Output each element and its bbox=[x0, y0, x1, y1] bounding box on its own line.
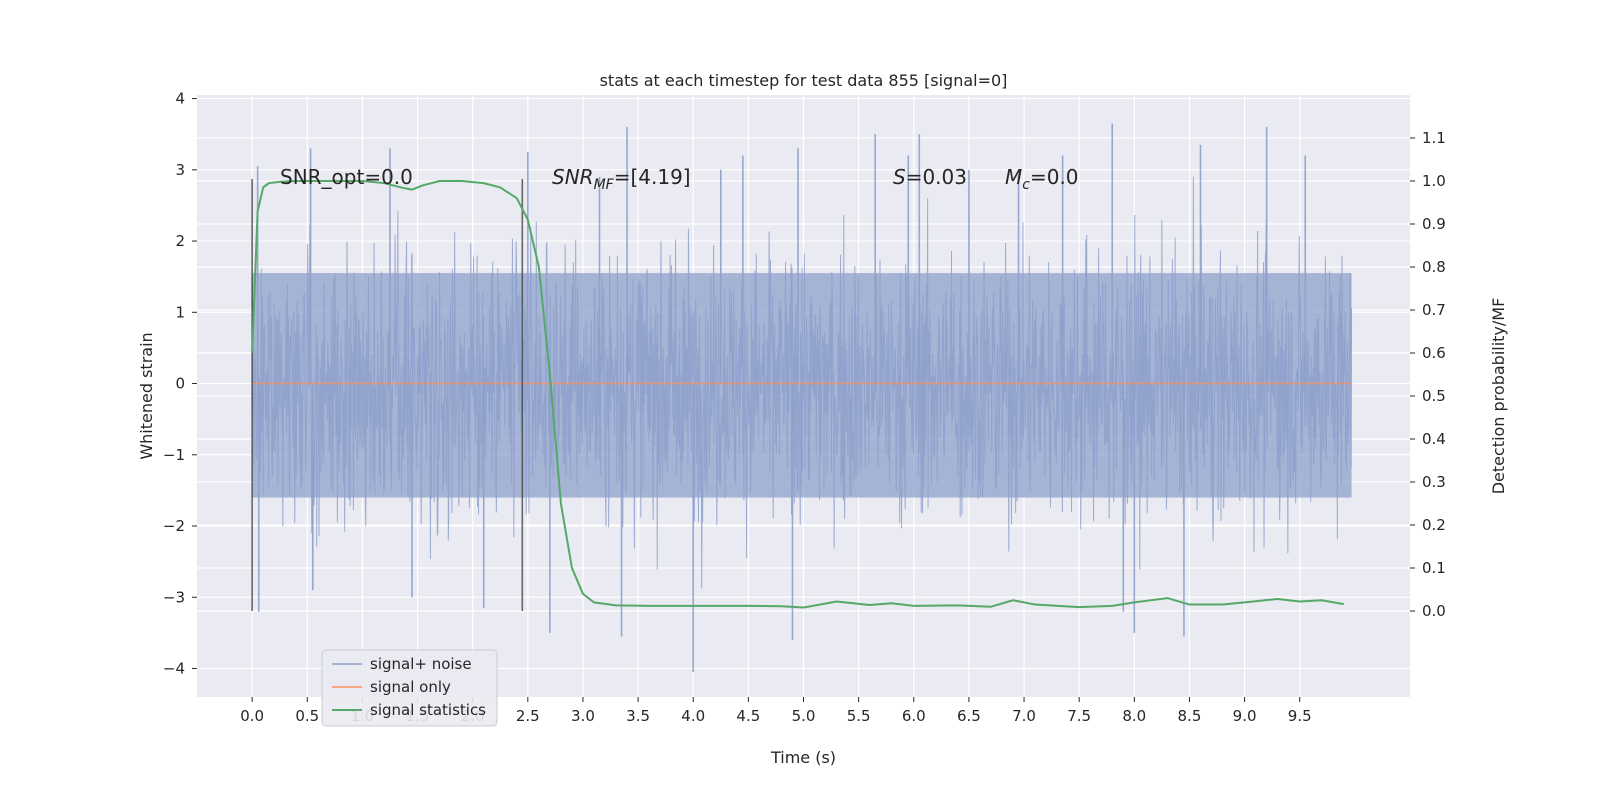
y-tick-label: 2 bbox=[175, 232, 185, 250]
x-tick-label: 4.0 bbox=[681, 707, 705, 725]
y2-tick-label: 0.9 bbox=[1422, 215, 1446, 233]
y2-tick-label: 0.8 bbox=[1422, 258, 1446, 276]
legend-label-signal-only: signal only bbox=[370, 678, 451, 696]
noise-core-band bbox=[252, 273, 1352, 498]
annotation-snr-opt: SNR_opt=0.0 bbox=[280, 165, 413, 189]
legend: signal+ noise signal only signal statist… bbox=[321, 649, 498, 727]
mc-base: M bbox=[1005, 165, 1022, 189]
y2-tick-label: 1.1 bbox=[1422, 129, 1446, 147]
y-tick-label: 3 bbox=[175, 161, 185, 179]
x-tick-label: 3.5 bbox=[626, 707, 650, 725]
y-axis-label: Whitened strain bbox=[137, 332, 156, 459]
y-tick-label: −4 bbox=[163, 660, 185, 678]
x-axis-label: Time (s) bbox=[770, 748, 836, 767]
x-tick-label: 8.5 bbox=[1178, 707, 1202, 725]
snr-mf-rest: =[4.19] bbox=[614, 165, 691, 189]
snr-mf-base: SNR bbox=[552, 165, 594, 189]
mc-sub: c bbox=[1022, 177, 1030, 193]
y2-tick-label: 0.6 bbox=[1422, 344, 1446, 362]
y-axis-right: 0.0 0.1 0.2 0.3 0.4 0.5 0.6 0.7 0.8 0.9 1.0 1.1 bbox=[1410, 129, 1446, 620]
s-base: S bbox=[893, 165, 906, 189]
chart-title: stats at each timestep for test data 855… bbox=[600, 71, 1008, 90]
y-tick-label: −1 bbox=[163, 446, 185, 464]
mc-rest: =0.0 bbox=[1030, 165, 1079, 189]
marker-lines bbox=[251, 179, 524, 611]
y2-tick-label: 0.3 bbox=[1422, 473, 1446, 491]
x-tick-label: 3.0 bbox=[571, 707, 595, 725]
y-tick-label: 4 bbox=[175, 90, 185, 108]
signal-statistics-series bbox=[251, 180, 1345, 609]
statistics-line bbox=[251, 180, 1345, 609]
y-axis-left: −4 −3 −2 −1 0 1 2 3 4 bbox=[163, 90, 197, 678]
y-tick-label: 0 bbox=[175, 375, 185, 393]
y2-tick-label: 0.1 bbox=[1422, 559, 1446, 577]
x-tick-label: 4.5 bbox=[736, 707, 760, 725]
y2-tick-label: 0.5 bbox=[1422, 387, 1446, 405]
signal-noise-series bbox=[251, 123, 1353, 673]
x-tick-label: 6.0 bbox=[902, 707, 926, 725]
x-tick-label: 7.0 bbox=[1012, 707, 1036, 725]
x-tick-label: 7.5 bbox=[1067, 707, 1091, 725]
x-tick-label: 5.5 bbox=[847, 707, 871, 725]
x-tick-label: 2.5 bbox=[516, 707, 540, 725]
y2-tick-label: 0.2 bbox=[1422, 516, 1446, 534]
x-tick-label: 9.5 bbox=[1288, 707, 1312, 725]
legend-box bbox=[321, 649, 498, 727]
y-tick-label: −3 bbox=[163, 588, 185, 606]
y2-tick-label: 0.4 bbox=[1422, 430, 1446, 448]
x-tick-label: 0.0 bbox=[240, 707, 264, 725]
legend-label-signal-statistics: signal statistics bbox=[370, 701, 486, 719]
x-tick-label: 6.5 bbox=[957, 707, 981, 725]
y2-tick-label: 0.0 bbox=[1422, 602, 1446, 620]
y-tick-label: 1 bbox=[175, 303, 185, 321]
x-tick-label: 8.0 bbox=[1122, 707, 1146, 725]
y2-tick-label: 1.0 bbox=[1422, 172, 1446, 190]
annotation-s: S=0.03 bbox=[893, 165, 967, 189]
y2-axis-label: Detection probability/MF bbox=[1489, 298, 1508, 495]
annotation-mc: Mc=0.0 bbox=[1005, 165, 1079, 193]
s-rest: =0.03 bbox=[906, 165, 967, 189]
annotation-snr-mf: SNRMF=[4.19] bbox=[552, 165, 691, 193]
y-tick-label: −2 bbox=[163, 517, 185, 535]
snr-mf-sub: MF bbox=[594, 177, 615, 193]
x-tick-label: 5.0 bbox=[792, 707, 816, 725]
x-tick-label: 9.0 bbox=[1233, 707, 1257, 725]
x-tick-label: 0.5 bbox=[295, 707, 319, 725]
legend-label-signal-noise: signal+ noise bbox=[370, 655, 472, 673]
y2-tick-label: 0.7 bbox=[1422, 301, 1446, 319]
